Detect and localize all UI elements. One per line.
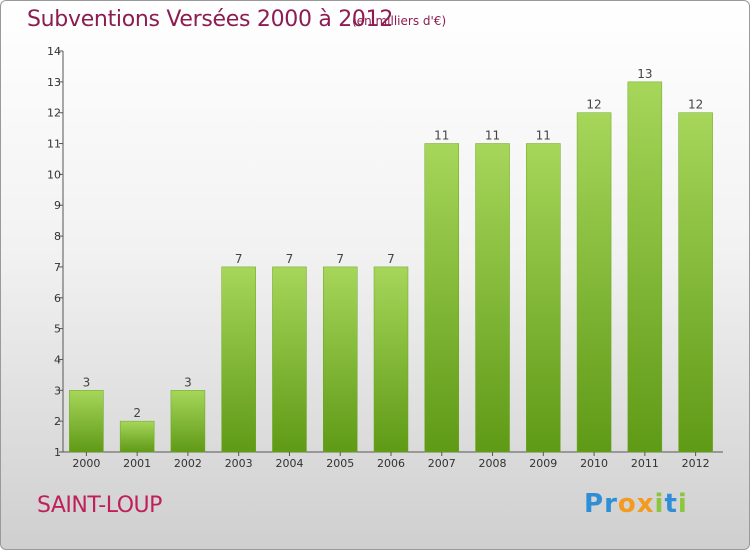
bar-2007 xyxy=(424,143,460,453)
bar-2011 xyxy=(627,81,663,453)
x-tick-label: 2012 xyxy=(682,457,710,470)
x-tick-label: 2011 xyxy=(631,457,659,470)
logo-letter: o xyxy=(617,489,637,519)
y-tick-label: 5 xyxy=(54,323,61,336)
y-tick-label: 4 xyxy=(54,353,61,366)
bar-2003 xyxy=(221,266,256,453)
x-tick-label: 2010 xyxy=(580,457,608,470)
bar-2002 xyxy=(170,390,206,453)
bar-value-label: 7 xyxy=(387,252,395,266)
bar-value-label: 11 xyxy=(485,129,500,143)
bar-2008 xyxy=(475,143,510,453)
y-tick-label: 2 xyxy=(54,415,61,428)
y-tick-label: 6 xyxy=(54,292,61,305)
x-tick-label: 2004 xyxy=(275,457,303,470)
x-tick-label: 2007 xyxy=(428,457,456,470)
x-tick-label: 2001 xyxy=(123,457,151,470)
bar-value-label: 12 xyxy=(688,98,703,112)
bar-value-label: 12 xyxy=(586,98,601,112)
logo-letter: P xyxy=(584,489,605,519)
bar-value-label: 7 xyxy=(286,252,294,266)
y-tick-label: 9 xyxy=(54,199,61,212)
logo-letter: x xyxy=(636,489,655,519)
x-tick-label: 2006 xyxy=(377,457,405,470)
bar-2010 xyxy=(576,112,612,453)
bar-2009 xyxy=(526,143,561,453)
y-tick-label: 3 xyxy=(54,384,61,397)
chart-bars: 3 2000 2 2001 3 2002 7 2003 7 2004 7 2005 7 2006 11 200… xyxy=(69,67,713,470)
y-tick-label: 7 xyxy=(54,261,61,274)
x-tick-label: 2008 xyxy=(479,457,507,470)
bar-2000 xyxy=(69,390,104,453)
bar-2006 xyxy=(373,266,409,453)
bar-2004 xyxy=(272,266,307,453)
bar-value-label: 3 xyxy=(184,375,192,389)
bar-value-label: 3 xyxy=(83,375,91,389)
proxiti-logo: Proxiti xyxy=(584,489,688,519)
y-tick-label: 8 xyxy=(54,230,61,243)
bar-value-label: 11 xyxy=(434,129,449,143)
y-tick-label: 1 xyxy=(54,446,61,459)
bar-value-label: 11 xyxy=(536,129,551,143)
chart-subtitle: (en milliers d'€) xyxy=(352,14,447,28)
bar-value-label: 2 xyxy=(133,406,141,420)
bar-2005 xyxy=(322,266,358,453)
bar-2001 xyxy=(119,420,155,453)
chart-title: Subventions Versées 2000 à 2012 xyxy=(27,7,394,32)
bar-value-label: 7 xyxy=(336,252,344,266)
commune-name: SAINT-LOUP xyxy=(37,493,162,518)
x-tick-label: 2005 xyxy=(326,457,354,470)
logo-letter: r xyxy=(604,489,618,519)
y-tick-label: 10 xyxy=(47,168,61,181)
x-tick-label: 2000 xyxy=(72,457,100,470)
logo-letter: i xyxy=(677,489,688,519)
x-tick-label: 2003 xyxy=(225,457,253,470)
y-tick-label: 13 xyxy=(47,76,61,89)
bar-value-label: 13 xyxy=(637,67,652,81)
logo-letter: i xyxy=(654,489,665,519)
bar-value-label: 7 xyxy=(235,252,243,266)
bar-2012 xyxy=(678,112,713,453)
x-tick-label: 2002 xyxy=(174,457,202,470)
y-tick-label: 14 xyxy=(47,45,61,58)
logo-letter: t xyxy=(664,489,678,519)
y-tick-label: 12 xyxy=(47,107,61,120)
y-tick-label: 11 xyxy=(47,138,61,151)
x-tick-label: 2009 xyxy=(529,457,557,470)
